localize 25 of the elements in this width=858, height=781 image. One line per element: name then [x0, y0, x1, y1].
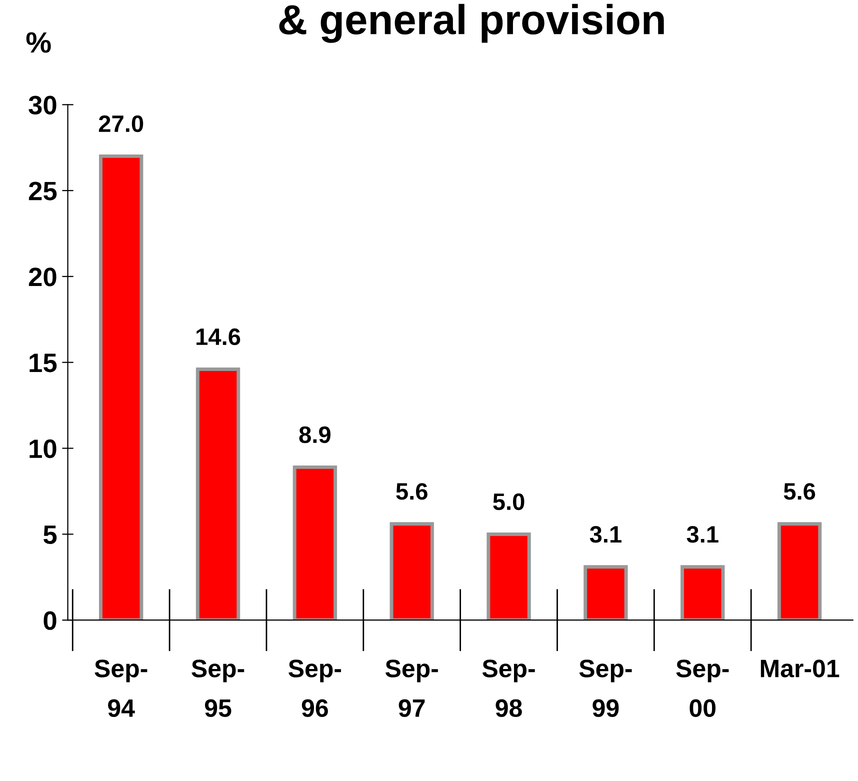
data-label: 5.0 — [493, 493, 524, 510]
data-label: 5.6 — [784, 483, 816, 500]
y-tick-label: 10 — [30, 439, 56, 458]
y-tick-label: 30 — [28, 96, 56, 115]
chart-title: & general provision — [279, 4, 664, 43]
data-label: 3.1 — [590, 526, 622, 543]
y-tick-label: 15 — [30, 354, 57, 372]
x-tick-label: Sep- 96 — [288, 660, 342, 717]
y-axis-title: % — [26, 32, 51, 53]
y-tick-label: 20 — [28, 268, 56, 286]
data-label: 8.9 — [299, 426, 330, 444]
y-tick-label: 5 — [44, 526, 57, 544]
data-label: 27.0 — [98, 115, 144, 132]
x-tick-label: Sep- 00 — [676, 660, 729, 717]
data-label: 5.6 — [396, 483, 428, 500]
x-tick-label: Sep- 97 — [385, 660, 438, 717]
x-tick-label: Mar-01 — [760, 660, 840, 678]
y-tick-label: 25 — [28, 182, 57, 200]
data-label: 3.1 — [686, 526, 718, 543]
x-tick-label: Sep- 98 — [482, 660, 535, 717]
y-tick-label: 0 — [44, 611, 56, 630]
data-label: 14.6 — [196, 328, 240, 346]
x-tick-label: Sep- 99 — [579, 660, 632, 717]
x-tick-label: Sep- 95 — [192, 660, 244, 717]
x-tick-label: Sep- 94 — [94, 660, 148, 717]
